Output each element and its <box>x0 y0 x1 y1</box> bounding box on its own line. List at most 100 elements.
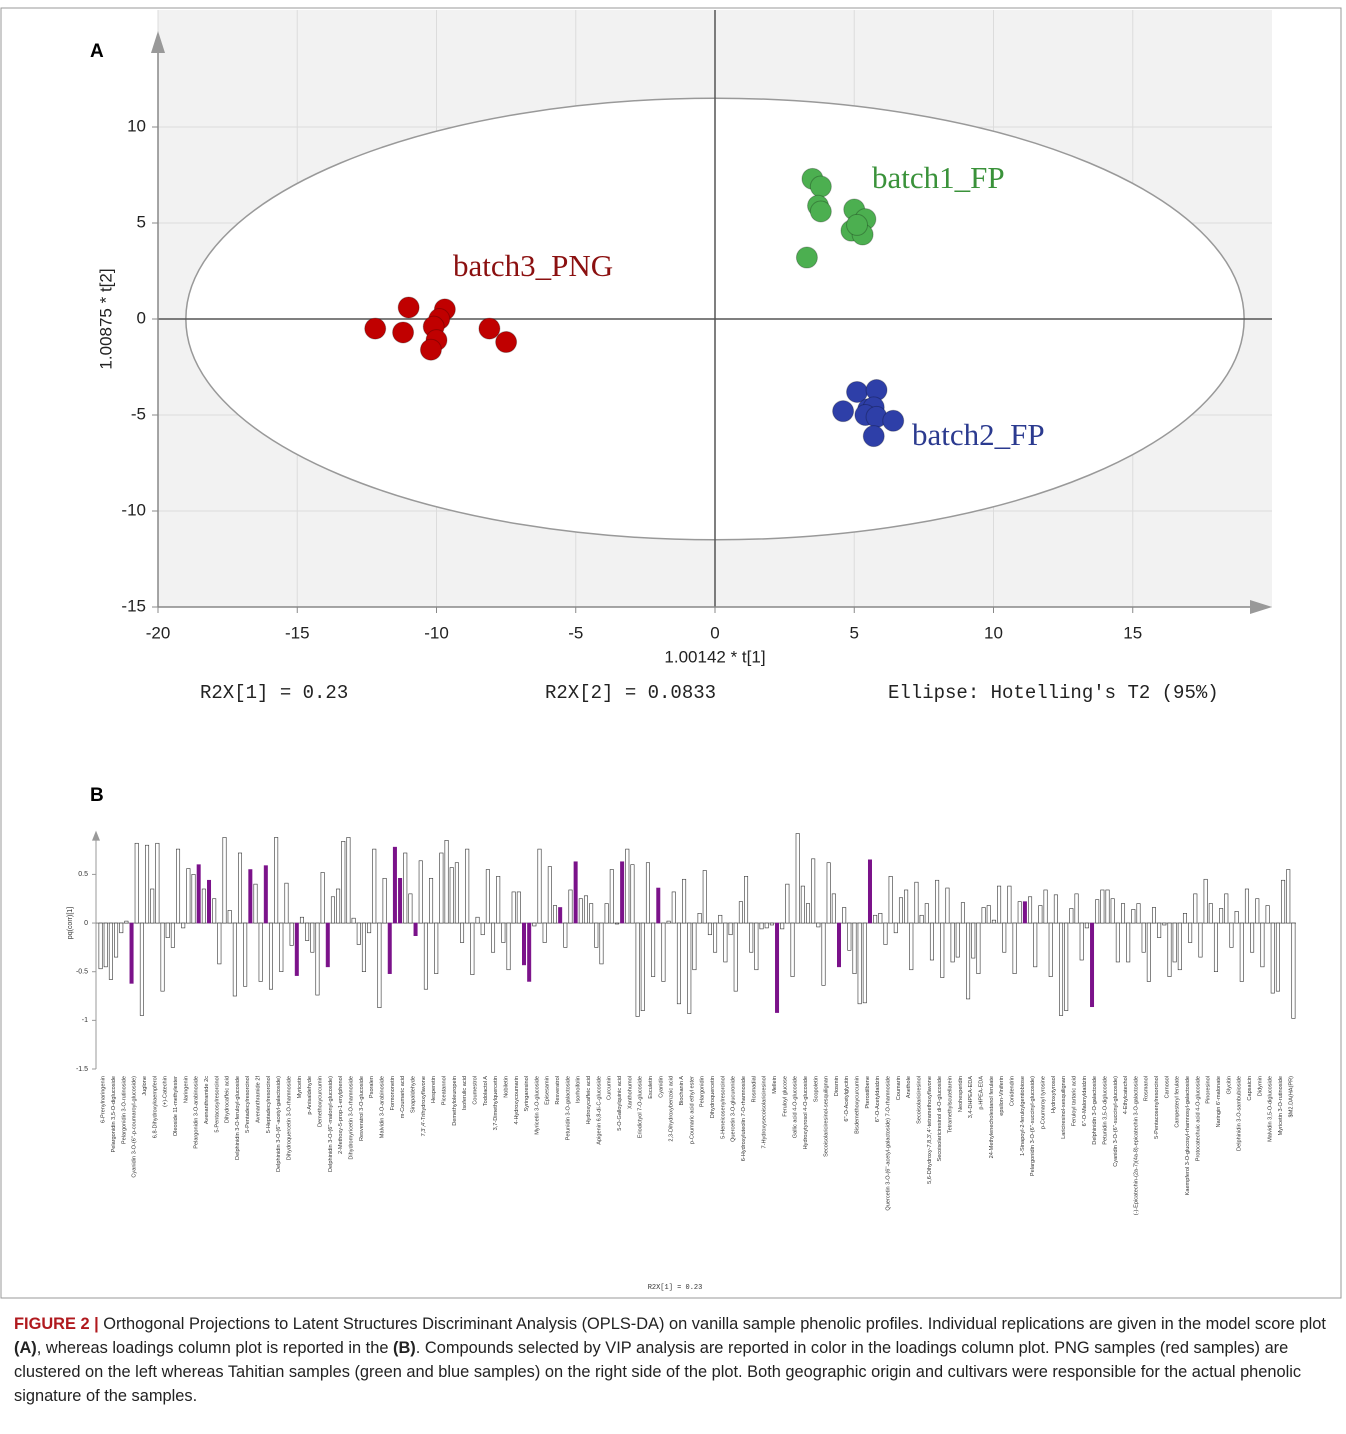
bar <box>625 848 630 924</box>
bar <box>862 922 867 1004</box>
score-point <box>478 317 501 340</box>
x-tick-label: Pelargonidin 3,5-O-diglucoside <box>111 1076 117 1153</box>
bar <box>227 910 232 924</box>
x-tick-label: Petunidin 3,5-O-diglucoside <box>1102 1076 1108 1145</box>
x-tick-label: Glycitin <box>1226 1076 1232 1094</box>
y-tick-label: -1 <box>82 1017 88 1024</box>
bar <box>139 922 144 1016</box>
bar <box>284 882 289 924</box>
bar <box>904 889 909 924</box>
x-tick-label: Avenanthramide 2c <box>204 1076 210 1124</box>
bar <box>651 922 656 977</box>
bar <box>1146 922 1151 982</box>
bar <box>713 922 718 953</box>
bar <box>1136 903 1141 924</box>
x-tick-label: Cyanidin 3-O-(6''-p-coumaroyl-glucoside) <box>132 1076 138 1178</box>
bar <box>1213 922 1218 972</box>
x-tick-label: (+)-Catechin <box>163 1076 169 1107</box>
x-tick-label: p-Coumaroyl tyrosine <box>1040 1076 1046 1129</box>
bar <box>790 922 795 977</box>
bar <box>454 862 459 924</box>
frame <box>0 7 1342 1299</box>
bar <box>1162 922 1167 926</box>
bar <box>98 922 103 970</box>
bar <box>1028 896 1033 924</box>
x-tick-label: -15 <box>285 623 310 642</box>
axis-arrow <box>151 31 165 53</box>
bar <box>1172 922 1177 963</box>
bar <box>181 922 186 929</box>
bar <box>248 869 253 924</box>
bar <box>552 905 557 924</box>
x-tick-label: Feruloyl glucose <box>782 1076 788 1117</box>
y-tick-label: 5 <box>137 212 146 231</box>
bar <box>573 861 578 924</box>
x-tick-label: Petunidin 3-O-galactoside <box>565 1076 571 1140</box>
bar <box>160 922 165 992</box>
x-tick-label: -5 <box>568 623 583 642</box>
x-tick-label: Episesamin <box>545 1076 551 1105</box>
bar <box>1198 922 1203 958</box>
x-tick-label: 3,7-Dimethylquercetin <box>493 1076 499 1130</box>
bar <box>1239 922 1244 982</box>
bar <box>976 922 981 974</box>
x-tick-label: Pinoresinol <box>1206 1076 1212 1104</box>
x-tick-label: Neohesperidin <box>958 1076 964 1112</box>
x-tick-label: (-)-Epicatechin-(2a-7)(4a-8)-epicatechin… <box>1133 1076 1139 1215</box>
bar <box>1265 905 1270 924</box>
x-tick-label: Protocatechuic acid 4-O-glucoside <box>1195 1076 1201 1161</box>
bar <box>919 914 924 924</box>
figure: A B -20 -15 -10 -5 0 5 10 15-15-10-505101.00142… <box>0 7 1342 1299</box>
bar <box>1219 908 1224 924</box>
x-tick-label: 4-Hydroxycoumarin <box>514 1076 520 1125</box>
bar <box>578 898 583 924</box>
bar <box>816 922 821 928</box>
x-tick-label: Resveratrol 3-O-glucoside <box>359 1076 365 1141</box>
bar <box>1157 922 1162 938</box>
x-axis-label: 1.00142 * t[1] <box>664 647 765 666</box>
bar <box>253 883 258 924</box>
x-tick-label: $M2.DA(HA(PR) <box>1288 1076 1294 1117</box>
bar <box>155 842 160 924</box>
bar <box>238 852 243 924</box>
x-tick-label: Conidendrin <box>1009 1076 1015 1106</box>
x-tick-label: Gallic acid 4-O-glucoside <box>793 1076 799 1138</box>
bar <box>723 922 728 963</box>
bar <box>873 914 878 924</box>
x-tick-label: Curcumin <box>607 1076 613 1100</box>
bar <box>811 858 816 924</box>
annotation: R2X[1] = 0.23 <box>200 682 348 704</box>
x-tick-label: 6''-O-Malonyldaidzin <box>1082 1076 1088 1126</box>
bar <box>795 833 800 924</box>
x-tick-label: Lariciresinol-sesquilignan <box>1061 1076 1067 1139</box>
x-tick-label: 3,4-DHPEA-EDA <box>968 1076 974 1119</box>
x-tick-label: 5-Heneicosenylresorcinol <box>720 1076 726 1139</box>
x-tick-label: Pelargonidin <box>700 1076 706 1107</box>
y-tick-label: 0 <box>84 920 88 927</box>
score-point <box>392 321 415 344</box>
y-tick-label: -15 <box>121 596 146 615</box>
x-tick-label: 6,8-Dihydroxykaempferol <box>152 1076 158 1138</box>
x-tick-label: 5-Pentacosylresorcinol <box>214 1076 220 1133</box>
x-tick-label: 5-Pentadecylresorcinol <box>245 1076 251 1133</box>
bar <box>145 844 150 924</box>
x-tick-label: 5-O-Galloylquinic acid <box>617 1076 623 1131</box>
x-tick-label: 24-Methylenecholestanol ferulate <box>989 1076 995 1158</box>
bar <box>465 848 470 924</box>
bar <box>558 907 563 924</box>
x-tick-label: Mellein <box>772 1076 778 1094</box>
bar <box>547 866 552 924</box>
bar <box>129 922 134 984</box>
bar <box>532 922 537 927</box>
bar <box>589 903 594 924</box>
bar <box>263 865 268 924</box>
bar <box>418 860 423 924</box>
x-tick-label: Sinapaldehyde <box>410 1076 416 1113</box>
bar <box>501 922 506 943</box>
bar <box>243 922 248 987</box>
bar <box>434 922 439 974</box>
bar <box>604 903 609 924</box>
panel-label: A <box>90 41 104 62</box>
x-tick-label: 2,3-Dihydroxybenzoic acid <box>669 1076 675 1142</box>
